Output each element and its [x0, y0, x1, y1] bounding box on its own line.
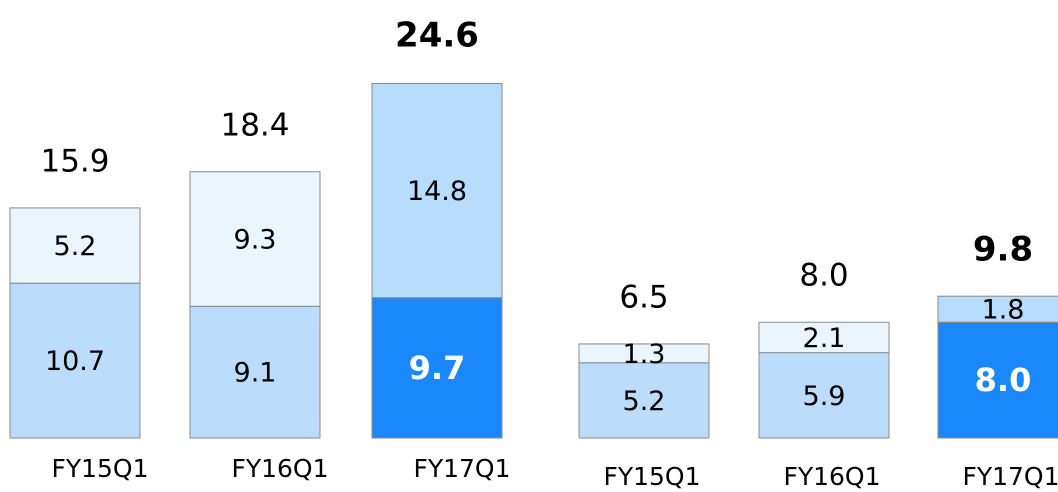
bar-segment: [758, 352, 890, 439]
bar-segment: [189, 171, 321, 307]
value-label: 2.1: [803, 323, 846, 354]
bar-segment: [937, 295, 1058, 323]
value-label: 14.8: [407, 176, 467, 207]
value-label: 9.3: [234, 225, 277, 256]
bar-segment: [937, 321, 1058, 439]
total-label: 24.6: [395, 16, 479, 56]
value-label: 10.7: [45, 346, 105, 377]
bar-segment: [578, 343, 710, 364]
total-label: 15.9: [40, 143, 109, 179]
bar-segment: [9, 282, 141, 439]
bar-segment: [758, 321, 890, 354]
bar-segment: [578, 362, 710, 439]
value-label: 9.1: [234, 358, 277, 389]
x-tick-label: FY17Q1: [962, 462, 1058, 491]
total-label: 8.0: [799, 258, 848, 294]
total-label: 6.5: [619, 279, 668, 315]
bar-segment: [9, 207, 141, 284]
total-label: 18.4: [220, 107, 289, 143]
value-label: 5.9: [803, 381, 846, 412]
value-label: 1.8: [982, 295, 1025, 326]
x-tick-label: FY15Q1: [603, 462, 700, 491]
value-label: 9.7: [409, 349, 466, 387]
bar-segment: [371, 297, 503, 439]
value-label: 5.2: [54, 231, 97, 262]
total-label: 9.8: [973, 230, 1033, 270]
value-label: 5.2: [623, 386, 666, 417]
value-label: 1.3: [623, 339, 666, 370]
x-tick-label: FY16Q1: [231, 454, 328, 483]
value-label: 8.0: [975, 361, 1032, 399]
x-tick-label: FY15Q1: [51, 454, 148, 483]
x-tick-label: FY17Q1: [413, 454, 510, 483]
x-tick-label: FY16Q1: [783, 462, 880, 491]
bar-segment: [371, 82, 503, 299]
